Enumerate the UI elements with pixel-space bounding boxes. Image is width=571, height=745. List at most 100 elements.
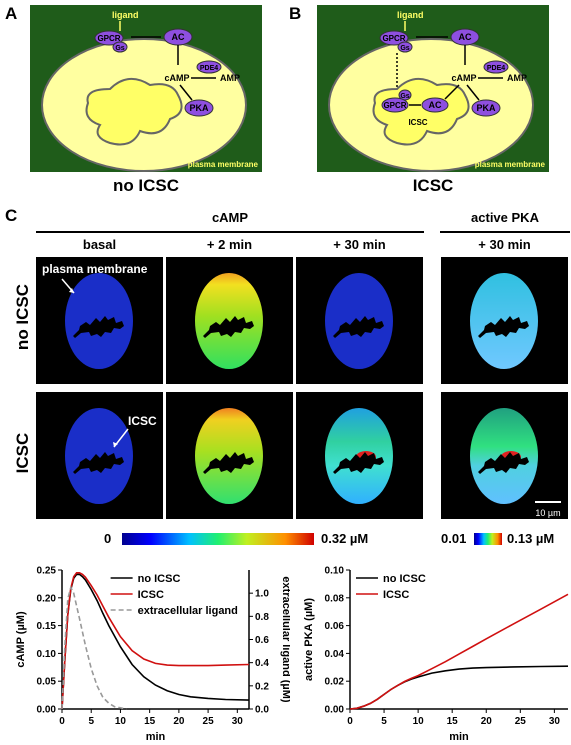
- y-tick-label: 0.05: [37, 677, 57, 688]
- arrow-camp-pka: [466, 84, 480, 101]
- colorbar-camp-min: 0: [104, 531, 111, 546]
- col-header-30min: + 30 min: [333, 237, 386, 252]
- icsc-ac-protein: [421, 97, 449, 113]
- ac-label: AC: [172, 32, 185, 42]
- y-tick-label: 0.20: [37, 593, 57, 604]
- panel-letter-a: A: [5, 4, 18, 23]
- y2-axis-label: extracellular ligand (µM): [280, 576, 290, 702]
- pka-protein: [184, 99, 214, 117]
- gs-label: Gs: [115, 45, 124, 52]
- pka-time-course-chart: 0 5 10 15 20 25 30 0.00 0.02 0.04 0.06 0.08 0.10 min a…: [303, 566, 569, 743]
- series-line-icsc: [61, 572, 250, 710]
- legend-label: ICSC: [138, 589, 164, 601]
- y-tick-label: 0.10: [325, 566, 345, 577]
- annotation-icsc: ICSC: [128, 414, 157, 428]
- x-tick-label: 10: [115, 716, 127, 727]
- x-tick-label: 20: [481, 716, 493, 727]
- panel-letter-c: C: [5, 206, 18, 225]
- caption-no-icsc: no ICSC: [112, 176, 180, 195]
- camp-label: cAMP: [164, 73, 189, 83]
- camp-label: cAMP: [451, 73, 476, 83]
- x-tick-label: 15: [144, 716, 156, 727]
- y-tick-label: 0.10: [37, 649, 57, 660]
- x-tick-label: 5: [88, 716, 94, 727]
- group-rule-camp: [36, 231, 424, 233]
- icsc-gs-label: Gs: [400, 93, 409, 100]
- gpcr-label: GPCR: [382, 34, 405, 43]
- y2-tick-label: 0.6: [255, 635, 269, 646]
- col-header-pka-30min: + 30 min: [478, 237, 531, 252]
- x-tick-label: 30: [232, 716, 244, 727]
- col-header-2min: + 2 min: [206, 237, 253, 252]
- gs-label: Gs: [400, 45, 409, 52]
- gpcr-label: GPCR: [97, 34, 120, 43]
- arrow-icsc-ac-camp: [444, 84, 460, 100]
- icsc-label: ICSC: [408, 118, 427, 127]
- series-line-no-icsc: [349, 665, 569, 710]
- cell-2min-icsc: [195, 408, 263, 504]
- scale-bar-label: 10 µm: [535, 508, 560, 518]
- colorbar-pka: [474, 533, 502, 545]
- pde4-label: PDE4: [200, 65, 218, 72]
- y-tick-label: 0.00: [37, 705, 57, 716]
- colorbar-camp: [122, 533, 314, 545]
- group-header-pka: active PKA: [471, 210, 539, 225]
- series-line-icsc: [349, 593, 569, 710]
- y2-tick-label: 0.4: [255, 658, 269, 669]
- pde4-label: PDE4: [487, 65, 505, 72]
- schematic-no-icsc: ligand GPCR Gs AC PDE4 cAMP AMP PKA plas…: [30, 5, 262, 172]
- gs-protein: [397, 41, 413, 53]
- pka-protein: [471, 99, 501, 117]
- x-tick-label: 20: [173, 716, 185, 727]
- group-header-camp: cAMP: [211, 210, 249, 225]
- pka-label: PKA: [189, 103, 209, 113]
- col-header-basal: basal: [82, 237, 117, 252]
- arrow-camp-pka: [179, 84, 193, 101]
- x-axis-label: min: [146, 731, 166, 743]
- pde4-protein: [483, 60, 509, 74]
- gpcr-protein: [379, 30, 409, 46]
- y2-tick-label: 0.8: [255, 612, 269, 623]
- gs-protein: [112, 41, 128, 53]
- panel-letter-b: B: [289, 4, 302, 23]
- plasma-membrane-label: plasma membrane: [475, 160, 546, 169]
- colorbar-pka-max: 0.13 µM: [507, 531, 554, 546]
- x-tick-label: 25: [515, 716, 527, 727]
- y-tick-label: 0.04: [325, 649, 345, 660]
- legend-label: ICSC: [383, 589, 409, 601]
- y2-tick-label: 0.2: [255, 681, 269, 692]
- x-tick-label: 5: [381, 716, 387, 727]
- group-rule-pka: [440, 231, 570, 233]
- y-axis-label: active PKA (µM): [303, 598, 315, 681]
- y2-tick-label: 1.0: [255, 589, 269, 600]
- x-tick-label: 15: [447, 716, 459, 727]
- y-axis-label: cAMP (µM): [15, 611, 27, 668]
- y-tick-label: 0.08: [325, 593, 345, 604]
- plasma-membrane-label: plasma membrane: [188, 160, 259, 169]
- icsc-ac-label: AC: [429, 100, 442, 110]
- intracellular-compartment: [85, 78, 183, 146]
- caption-icsc: ICSC: [412, 176, 454, 195]
- y-tick-label: 0.00: [325, 705, 345, 716]
- simulation-image-grid: plasma membrane ICSC 10 µm 0 0.32 µM 0.0…: [36, 257, 568, 546]
- annotation-plasma-membrane: plasma membrane: [42, 262, 148, 276]
- pde4-protein: [196, 60, 222, 74]
- pka-label: PKA: [476, 103, 496, 113]
- ligand-label: ligand: [397, 10, 424, 20]
- ligand-label: ligand: [112, 10, 139, 20]
- x-tick-label: 10: [413, 716, 425, 727]
- colorbar-camp-max: 0.32 µM: [321, 531, 368, 546]
- amp-label: AMP: [507, 73, 527, 83]
- colorbar-pka-min: 0.01: [441, 531, 466, 546]
- x-axis-label: min: [449, 731, 469, 743]
- camp-time-course-chart: 0 5 10 15 20 25 30 0.00 0.05 0.10 0.15 0.20 0.25 0.0 0…: [15, 566, 290, 744]
- x-tick-label: 25: [203, 716, 215, 727]
- gpcr-protein: [94, 30, 124, 46]
- icsc-gpcr-label: GPCR: [383, 101, 406, 110]
- x-tick-label: 0: [59, 716, 65, 727]
- x-tick-label: 30: [549, 716, 561, 727]
- ac-label: AC: [459, 32, 472, 42]
- series-line-extracellular-ligand: [61, 585, 127, 710]
- y-tick-label: 0.15: [37, 621, 57, 632]
- icsc-gpcr-protein: [381, 97, 409, 113]
